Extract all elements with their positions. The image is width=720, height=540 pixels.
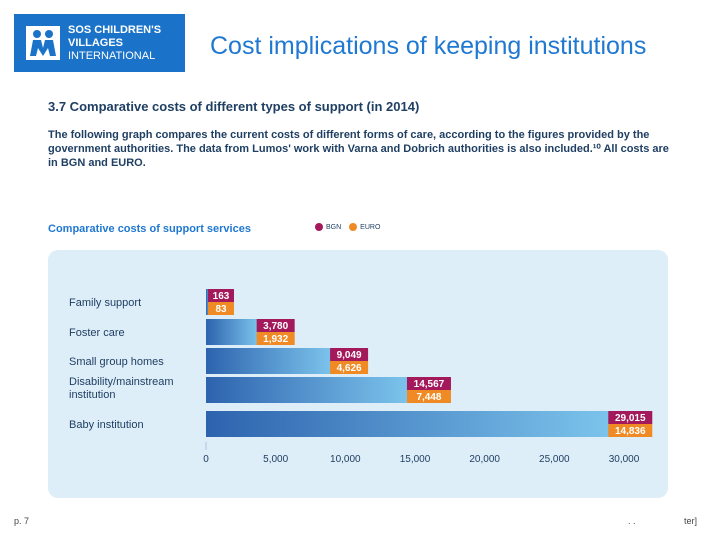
x-tick-label: 15,000 <box>400 454 431 465</box>
bgn-value-label: 163 <box>213 291 230 302</box>
bgn-value-label: 14,567 <box>414 379 445 390</box>
chart-panel: 0 5,000 10,000 15,000 20,000 25,000 30,000 Fami… <box>48 250 668 498</box>
bar-3 <box>206 377 409 403</box>
logo-line2: VILLAGES <box>68 37 124 49</box>
bgn-label-box <box>256 319 295 332</box>
footer-fragment: ter] <box>684 516 698 526</box>
legend-item-bgn: BGN <box>315 223 341 231</box>
x-tick-label: 10,000 <box>330 454 361 465</box>
euro-label-box <box>406 390 451 403</box>
legend-label-bgn: BGN <box>326 223 342 231</box>
x-tick-label: 20,000 <box>469 454 500 465</box>
sos-children-icon <box>26 26 60 60</box>
euro-label-box <box>256 332 295 345</box>
euro-label-box <box>208 302 234 315</box>
chart-title: Comparative costs of support services <box>48 223 251 235</box>
x-tick-label: 5,000 <box>263 454 288 465</box>
category-label: Family support <box>69 297 141 309</box>
bgn-value-label: 29,015 <box>615 413 646 424</box>
bar-chart: 0 5,000 10,000 15,000 20,000 25,000 30,000 Fami… <box>69 289 653 465</box>
logo-line1: SOS CHILDREN'S <box>68 24 162 36</box>
legend-label-euro: EURO <box>360 223 381 231</box>
logo: SOS CHILDREN'S VILLAGES INTERNATIONAL <box>14 14 185 72</box>
euro-label-box <box>330 361 369 374</box>
footer-dots: . . <box>628 516 636 526</box>
bar-2 <box>206 348 333 374</box>
bar-1 <box>206 319 259 345</box>
bgn-label-box <box>608 411 653 424</box>
bgn-label-box <box>406 377 451 390</box>
category-label: Foster care <box>69 327 125 339</box>
page-number: p. 7 <box>14 516 30 526</box>
euro-value-label: 14,836 <box>615 426 646 437</box>
logo-text: SOS CHILDREN'S VILLAGES INTERNATIONAL <box>68 24 161 63</box>
euro-value-label: 7,448 <box>416 392 441 403</box>
legend-swatch-bgn <box>315 223 323 231</box>
chart-legend: BGN EURO <box>315 223 380 231</box>
slide-title: Cost implications of keeping institution… <box>210 32 647 60</box>
x-tick-label: 30,000 <box>609 454 640 465</box>
legend-swatch-euro <box>349 223 358 231</box>
euro-value-label: 1,932 <box>263 334 288 345</box>
logo-line3: INTERNATIONAL <box>68 50 156 62</box>
euro-label-box <box>608 424 653 437</box>
x-tick-label: 25,000 <box>539 454 570 465</box>
section-description: The following graph compares the current… <box>48 129 669 169</box>
euro-value-label: 83 <box>215 304 227 315</box>
bgn-label-box <box>330 348 369 361</box>
bgn-label-box <box>208 289 234 302</box>
category-label: Small group homes <box>69 356 164 368</box>
category-label: Baby institution <box>69 419 144 431</box>
x-tick-label: 0 <box>203 454 209 465</box>
bgn-value-label: 9,049 <box>337 350 362 361</box>
legend-item-euro: EURO <box>349 223 380 231</box>
bgn-value-label: 3,780 <box>263 321 288 332</box>
category-label: Disability/mainstream institution <box>69 376 174 401</box>
bar-4 <box>206 411 611 437</box>
section-title: 3.7 Comparative costs of different types… <box>48 99 420 114</box>
euro-value-label: 4,626 <box>337 363 362 374</box>
